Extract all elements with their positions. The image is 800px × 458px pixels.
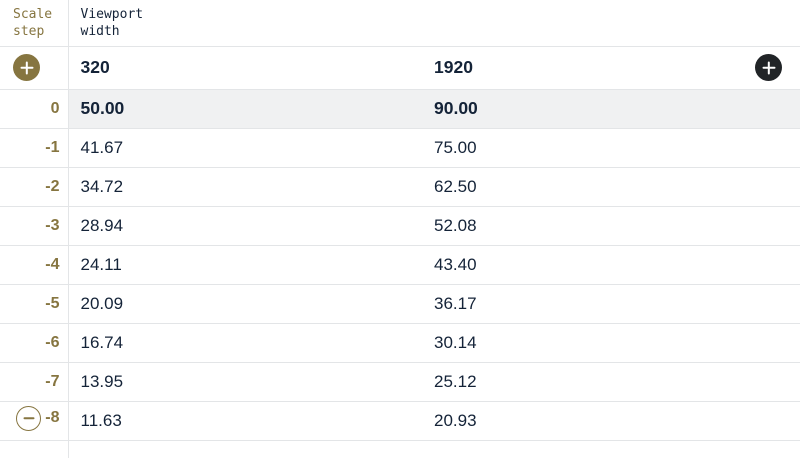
min-size-value: 28.94 (68, 206, 422, 246)
row-spacer (68, 440, 422, 458)
header-spacer (422, 0, 722, 47)
remove-step-button[interactable] (16, 405, 42, 431)
scale-row: -8 11.63 20.93 (0, 401, 800, 441)
max-size-value: 52.08 (422, 206, 722, 246)
scale-row: -7 13.95 25.12 (0, 362, 800, 402)
row-spacer (722, 245, 800, 285)
row-spacer (722, 206, 800, 246)
viewport-widths-row: 320 1920 (0, 46, 800, 90)
partial-next-row (0, 440, 800, 458)
row-spacer (722, 401, 800, 441)
max-size-value: 30.14 (422, 323, 722, 363)
scale-row: -3 28.94 52.08 (0, 206, 800, 246)
scale-row: -1 41.67 75.00 (0, 128, 800, 168)
row-spacer (722, 284, 800, 324)
max-size-value: 25.12 (422, 362, 722, 402)
scale-step-value: -6 (0, 323, 69, 363)
row-spacer (422, 440, 722, 458)
scale-row: -4 24.11 43.40 (0, 245, 800, 285)
max-size-value: 90.00 (422, 89, 722, 129)
scale-step-value: -3 (0, 206, 69, 246)
min-size-value: 34.72 (68, 167, 422, 207)
scale-step-value: 0 (0, 89, 69, 129)
scale-row: 0 50.00 90.00 (0, 89, 800, 129)
scale-step-value: -7 (0, 362, 69, 402)
row-spacer (722, 167, 800, 207)
scale-step-value: -1 (0, 128, 69, 168)
scale-row: -2 34.72 62.50 (0, 167, 800, 207)
add-step-button[interactable] (13, 54, 40, 81)
minus-icon (17, 407, 40, 430)
min-size-value: 50.00 (68, 89, 422, 129)
scale-step-value: -8 (45, 409, 60, 426)
add-viewport-button[interactable] (755, 54, 782, 81)
scale-step-value: -4 (0, 245, 69, 285)
add-step-cell (0, 46, 69, 90)
scale-row: -5 20.09 36.17 (0, 284, 800, 324)
min-size-value: 41.67 (68, 128, 422, 168)
row-spacer (722, 362, 800, 402)
max-size-value: 62.50 (422, 167, 722, 207)
max-size-value: 20.93 (422, 401, 722, 441)
scale-step-header: Scale step (0, 0, 69, 47)
plus-icon (755, 54, 782, 81)
min-size-value: 13.95 (68, 362, 422, 402)
row-spacer (722, 128, 800, 168)
row-spacer (722, 89, 800, 129)
scale-step-header-label: Scale step (13, 7, 53, 39)
viewport-width-header-label: Viewport width (80, 7, 144, 39)
table-header-row: Scale step Viewport width (0, 0, 800, 47)
add-viewport-cell (722, 46, 800, 90)
min-size-value: 11.63 (68, 401, 422, 441)
min-size-value: 24.11 (68, 245, 422, 285)
plus-icon (13, 54, 40, 81)
scale-step-value: -2 (0, 167, 69, 207)
header-spacer (722, 0, 800, 47)
max-size-value: 43.40 (422, 245, 722, 285)
min-viewport-width: 320 (68, 46, 422, 90)
max-size-value: 75.00 (422, 128, 722, 168)
row-spacer (0, 440, 69, 458)
scale-row: -6 16.74 30.14 (0, 323, 800, 363)
min-size-value: 20.09 (68, 284, 422, 324)
max-viewport-width: 1920 (422, 46, 722, 90)
min-size-value: 16.74 (68, 323, 422, 363)
scale-step-cell-with-remove: -8 (0, 401, 69, 441)
max-size-value: 36.17 (422, 284, 722, 324)
scale-step-value: -5 (0, 284, 69, 324)
row-spacer (722, 323, 800, 363)
row-spacer (722, 440, 800, 458)
viewport-width-header: Viewport width (68, 0, 422, 47)
